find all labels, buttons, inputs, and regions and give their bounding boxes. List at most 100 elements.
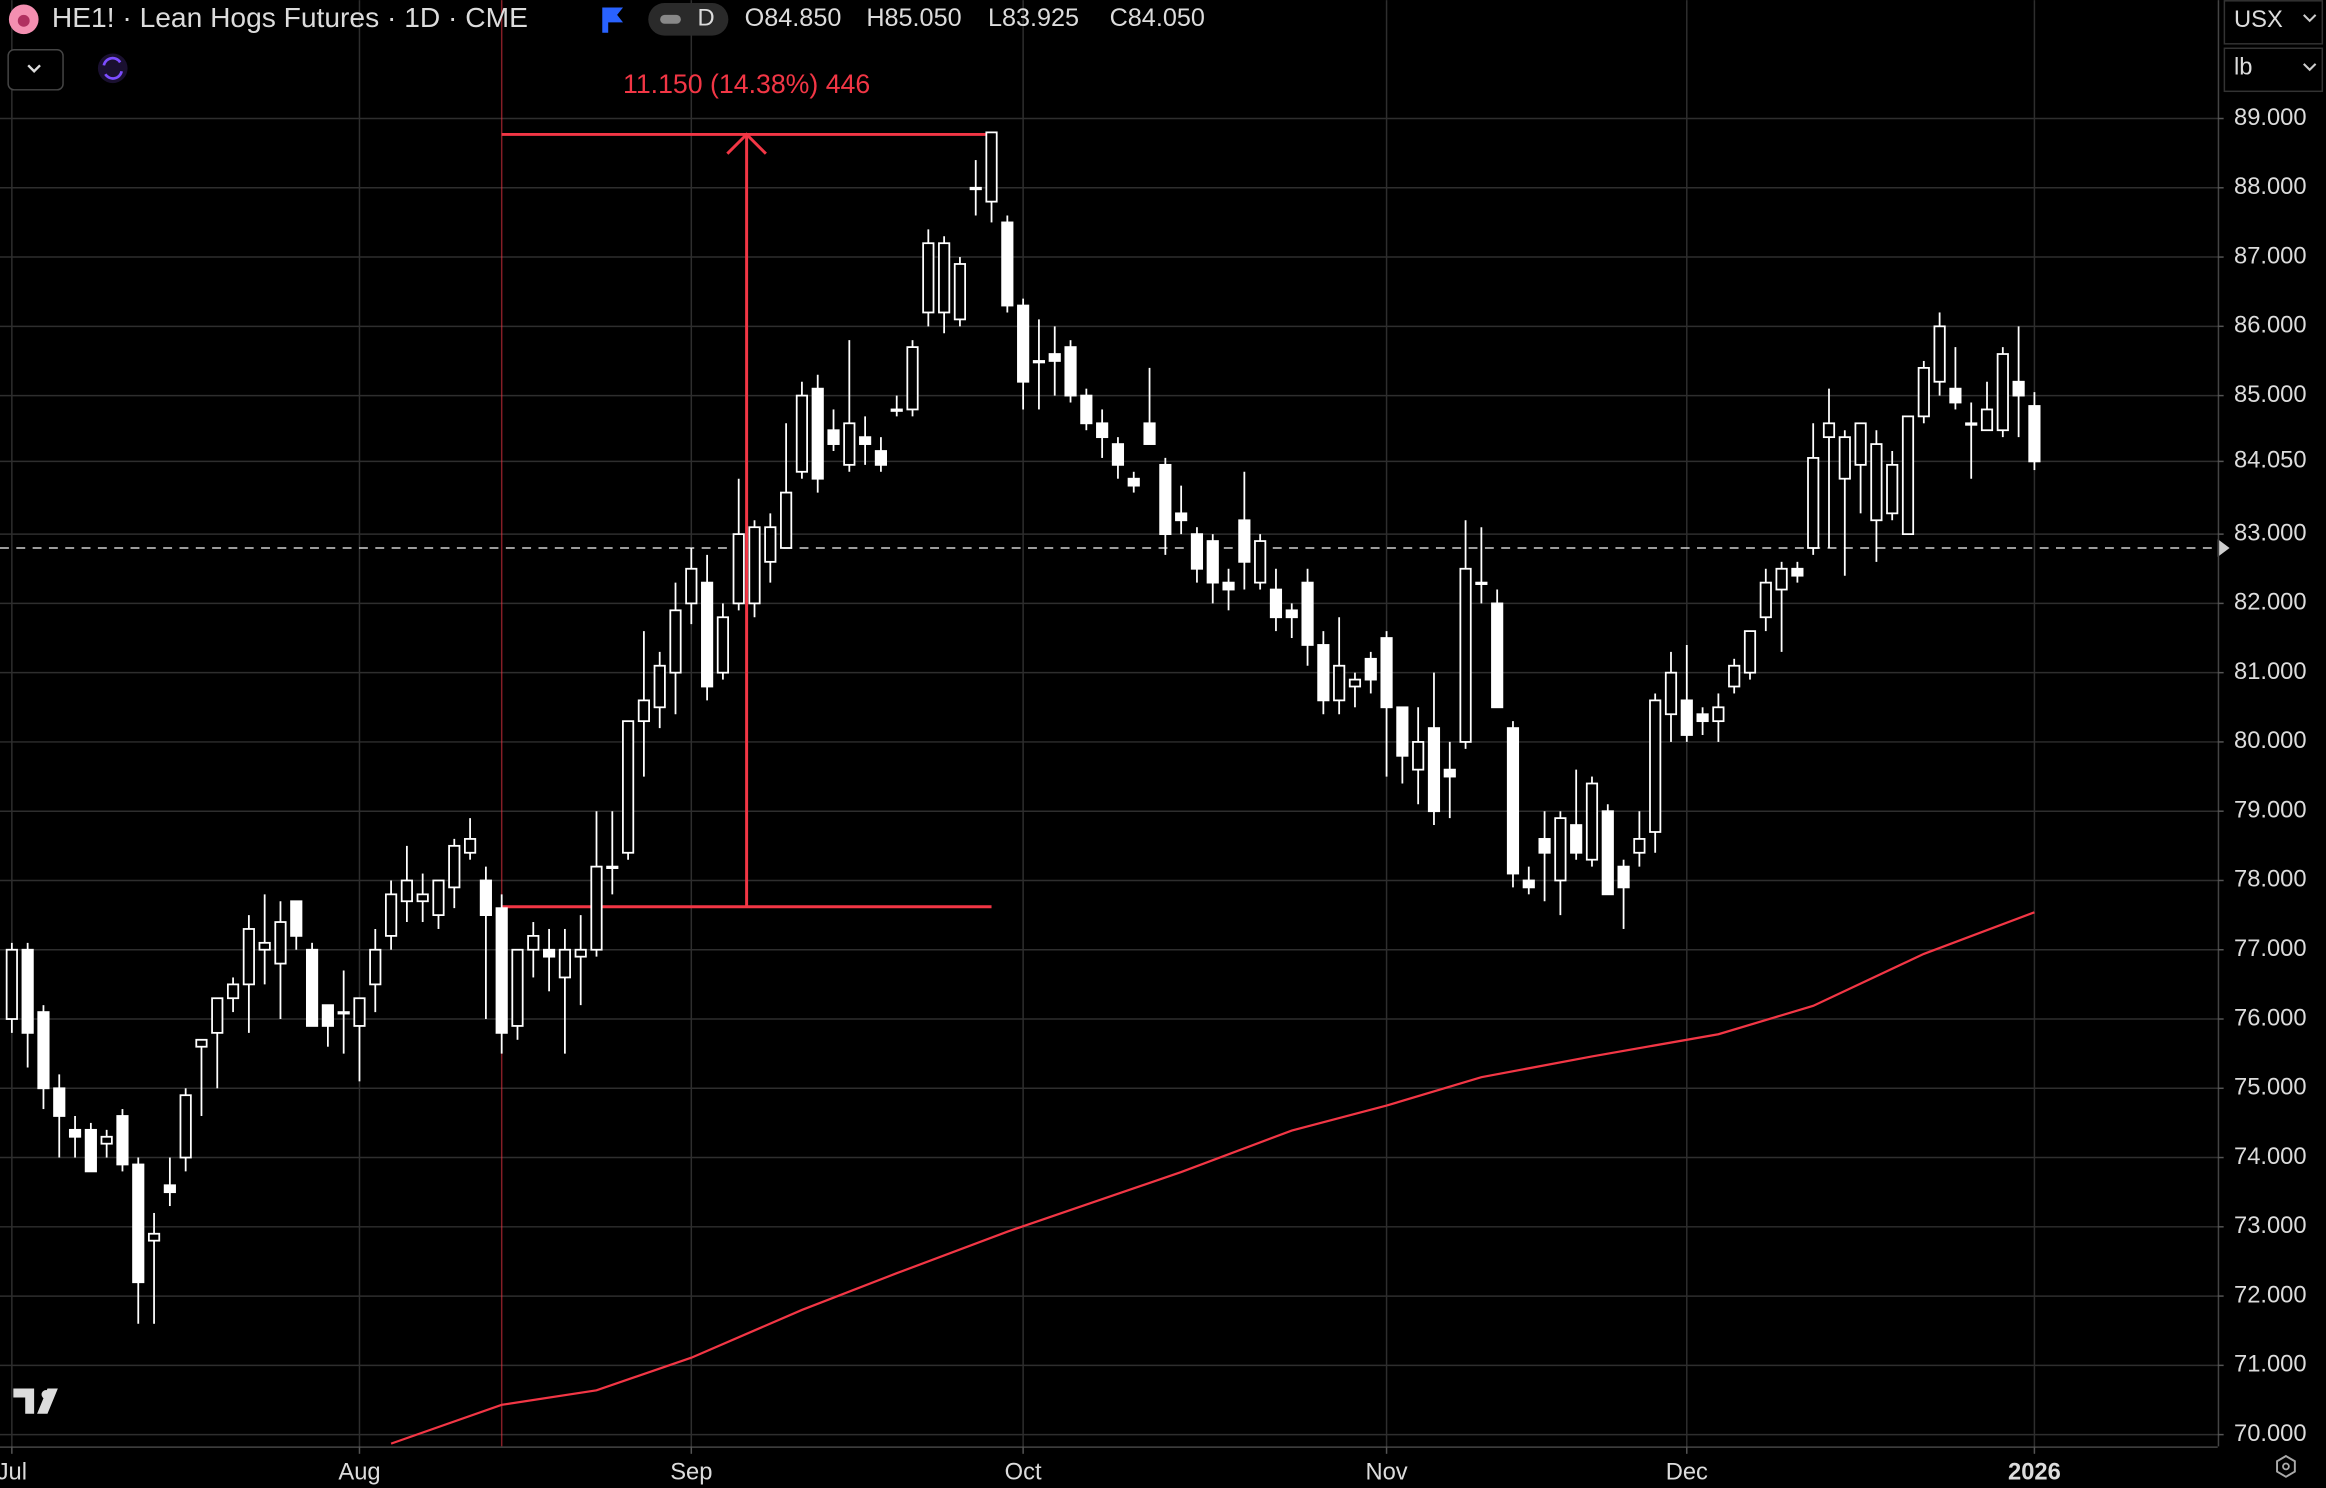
candle-body [716,616,729,674]
candle-body [1870,443,1883,522]
x-tick-label: Aug [338,1459,380,1485]
flag-icon[interactable] [602,7,624,33]
candle-body [606,865,619,869]
candle-body [132,1163,145,1284]
candle-body [1159,463,1172,536]
candle-body [511,948,524,1027]
measure-arrow [726,132,767,155]
logo-dot [41,1390,51,1399]
candle-body [1333,664,1346,702]
settings-icon-center [2282,1462,2290,1471]
candle-body [1933,325,1946,383]
candle-body [1965,422,1978,426]
candle-body [195,1038,208,1048]
unit-button[interactable] [2223,47,2324,93]
y-tick-label: 78.000 [2234,867,2307,893]
symbol-title[interactable]: HE1! · Lean Hogs Futures · 1D · CME [52,1,528,33]
candle-body [1649,699,1662,833]
candle-body [874,450,888,466]
candle-body [1506,727,1520,875]
candle-body [1696,713,1709,723]
unit[interactable]: lb [2234,55,2252,81]
candle-body [985,131,998,203]
candle-body [495,907,508,1034]
candle-body [1348,678,1362,688]
candle-body [1554,817,1567,882]
candle-body [669,609,682,674]
candle-body [1412,741,1425,771]
candle-body [1285,609,1298,619]
candle-body [1617,865,1630,889]
candle-body [574,948,587,958]
candle-body [827,429,840,445]
y-tick-label: 89.000 [2234,105,2307,131]
candle-body [1901,415,1915,536]
candle-body [416,893,429,903]
currency-button[interactable] [2223,0,2324,45]
candle-body [1080,394,1093,425]
y-tick-label: 70.000 [2234,1421,2307,1447]
candle-body [527,934,540,951]
candle-body [1238,519,1251,563]
candle-body [1949,387,1962,404]
candle-body [1001,221,1014,307]
candle-body [37,1011,50,1090]
candle-body [1712,706,1725,723]
y-tick-label: 76.000 [2234,1005,2307,1031]
candle-body [780,491,793,549]
candle-body [1917,366,1930,418]
candle-body [1143,422,1156,445]
y-tick-label: 72.000 [2234,1282,2307,1308]
y-tick-label: 82.000 [2234,590,2307,616]
chevron [2303,63,2317,72]
settings-icon[interactable] [2276,1454,2296,1478]
candle-body [1459,567,1472,743]
candle-body [1980,408,1994,432]
candle-body [1427,727,1441,813]
candle-body [1380,637,1393,709]
candle-body [1032,360,1046,364]
candle-body [384,893,398,937]
candle-body [369,948,382,986]
y-tick-label: 87.000 [2234,243,2307,269]
candle-body [622,720,635,854]
candle-body [1206,540,1219,584]
candle-body [764,526,777,563]
y-tick-label: 86.000 [2234,313,2307,339]
candle-body [1127,477,1140,487]
candle-body [464,838,477,854]
candle-body [811,387,824,480]
candle-body [748,526,761,605]
candle-body [400,879,413,903]
candle-body [938,242,951,314]
candle-body [305,948,319,1027]
candle-body [116,1115,129,1166]
candle-body [1017,304,1030,383]
currency[interactable]: USX [2234,7,2283,33]
candle-body [922,242,935,314]
candle-body [795,394,808,473]
moving-average-line [390,911,2035,1445]
candle-body [448,844,461,889]
y-tick-label: 88.000 [2234,174,2307,200]
ohlc-low: L83.925 [988,4,1079,32]
candle-body [1111,443,1125,466]
candle-body [859,436,872,445]
status-pill[interactable] [648,3,729,36]
x-tick-label: Jul [0,1459,27,1485]
candle-body [1522,879,1535,889]
sync-icon [102,56,123,80]
ohlc-open: O84.850 [745,4,842,32]
chevron [27,64,41,73]
ohlc-close: C84.050 [1110,4,1205,32]
x-tick-label: Nov [1365,1459,1407,1485]
candle-body [653,664,666,709]
candle-body [1822,422,1836,439]
candle-body [1854,422,1867,466]
candle-body [732,533,745,605]
candle-body [1570,824,1583,854]
y-tick-label: 84.050 [2234,448,2307,474]
